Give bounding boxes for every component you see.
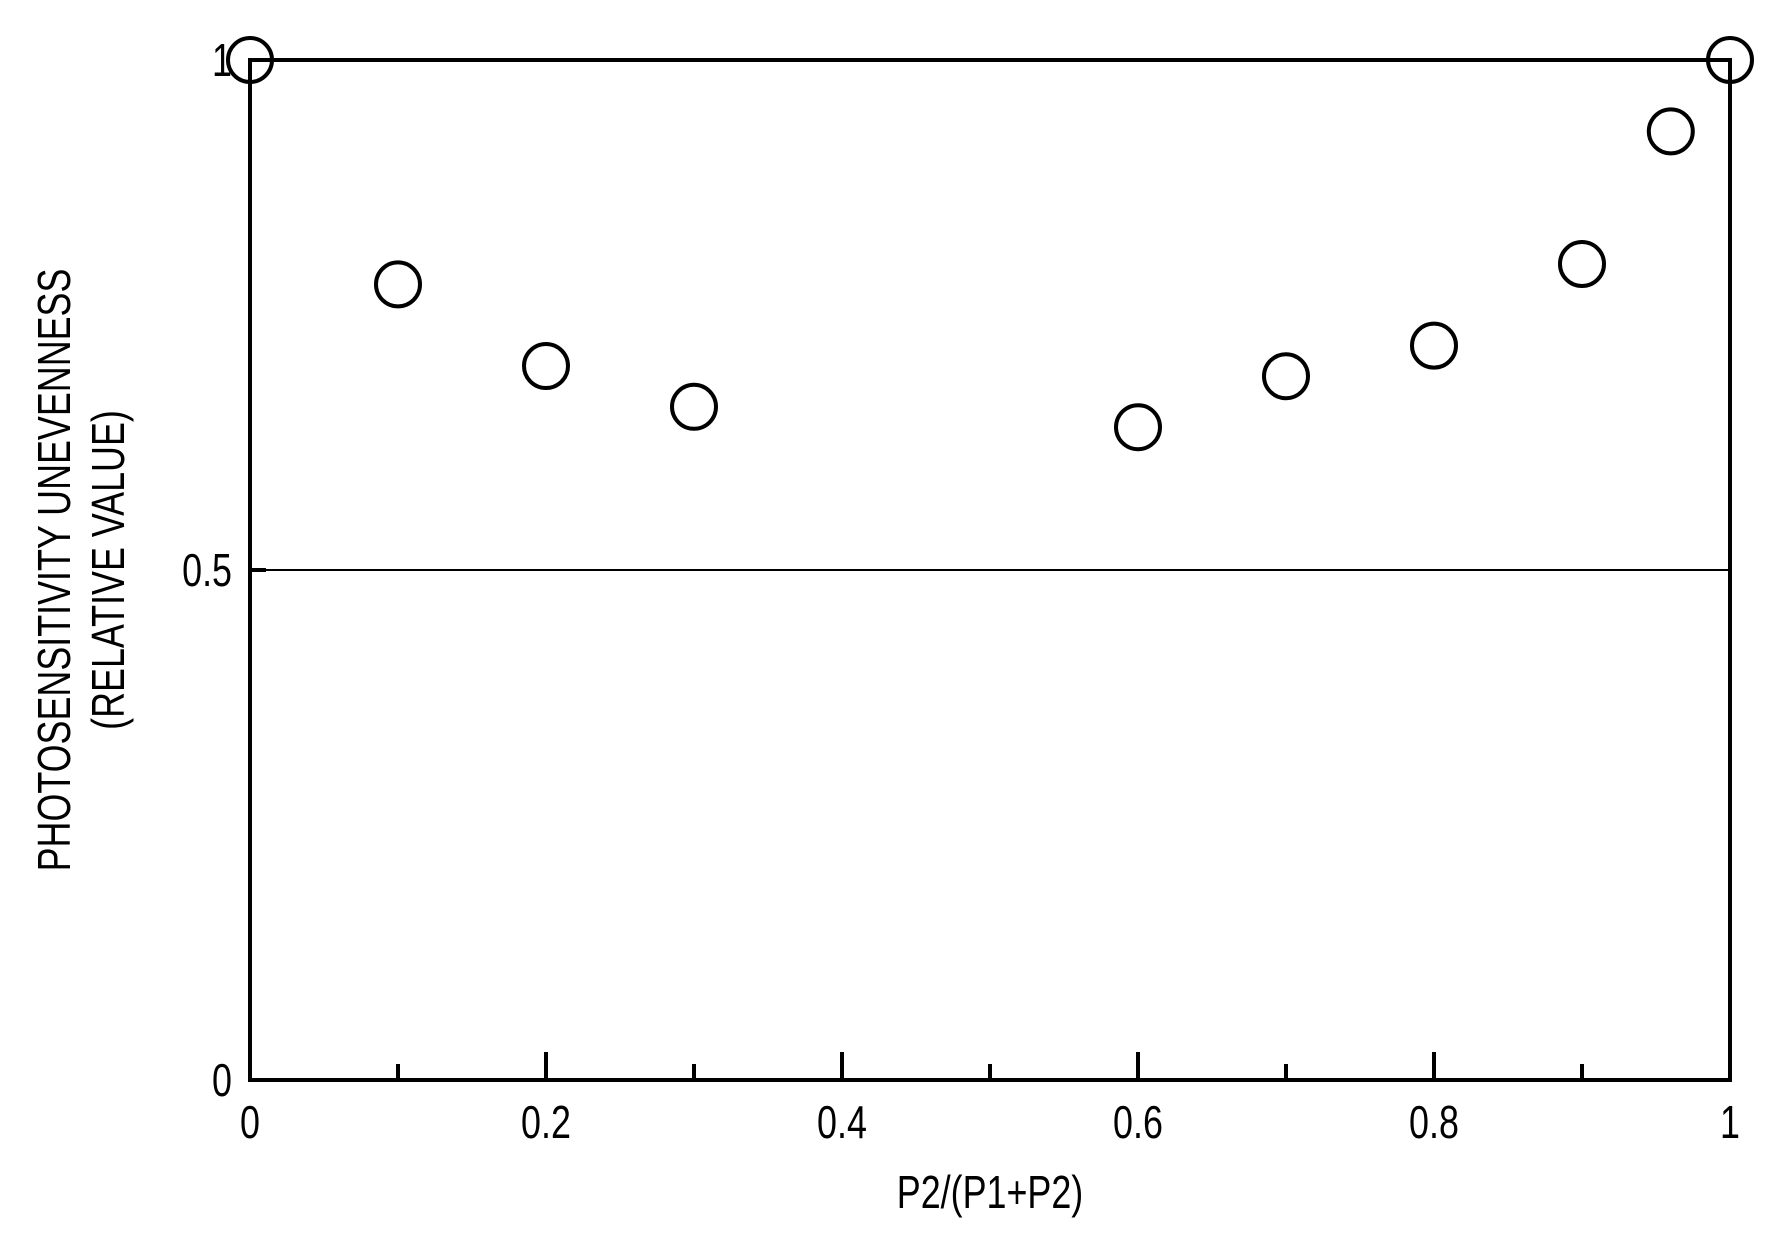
xtick-label: 0.8 (1409, 1097, 1459, 1148)
y-axis-label-line1: PHOTOSENSITIVITY UNEVENNESS (29, 269, 80, 872)
ytick-label: 0 (212, 1055, 232, 1106)
x-axis-label: P2/(P1+P2) (897, 1167, 1083, 1218)
chart-svg: 00.20.40.60.8100.51P2/(P1+P2)PHOTOSENSIT… (0, 0, 1791, 1240)
ytick-label: 0.5 (182, 545, 232, 596)
y-axis-label-line2: (RELATIVE VALUE) (83, 410, 134, 730)
xtick-label: 0 (240, 1097, 260, 1148)
xtick-label: 0.4 (817, 1097, 867, 1148)
xtick-label: 0.2 (521, 1097, 571, 1148)
chart-container: 00.20.40.60.8100.51P2/(P1+P2)PHOTOSENSIT… (0, 0, 1791, 1240)
xtick-label: 1 (1720, 1097, 1740, 1148)
xtick-label: 0.6 (1113, 1097, 1163, 1148)
